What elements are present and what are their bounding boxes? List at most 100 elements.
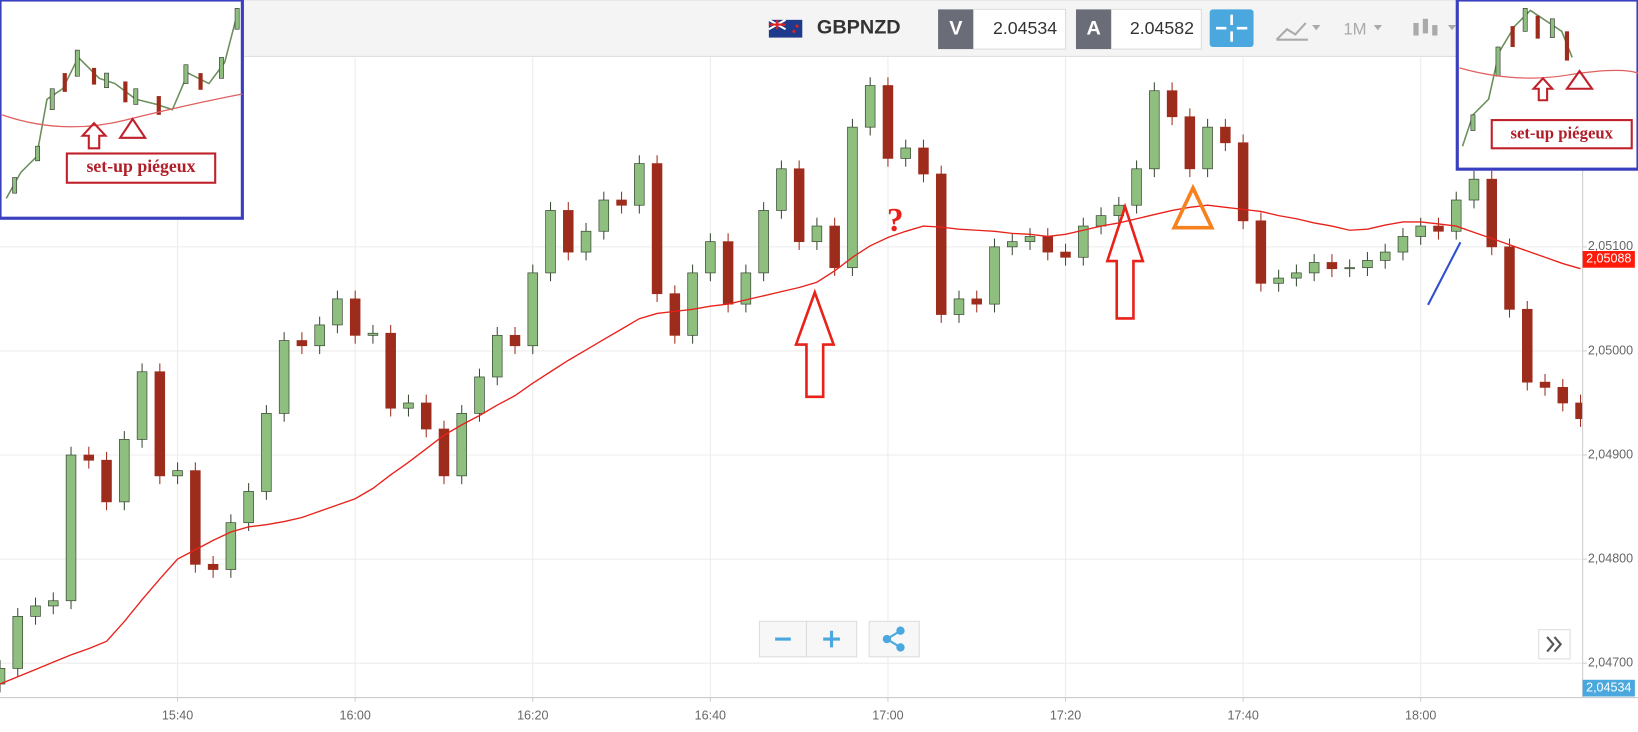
candle-body — [1291, 272, 1302, 279]
x-tick-label: 16:40 — [695, 709, 726, 723]
inset-left: set-up piégeux — [0, 0, 244, 220]
candle-body — [1042, 236, 1054, 253]
candle-body — [1149, 90, 1160, 170]
candle-body — [829, 225, 840, 269]
candle-body — [740, 272, 752, 305]
candle-body — [1273, 277, 1284, 284]
candle-body — [1220, 126, 1231, 144]
candle-body — [811, 225, 823, 243]
y-tick-label: 2,04700 — [1588, 656, 1633, 670]
candle-body — [492, 334, 503, 378]
candle-body — [598, 199, 610, 232]
candle-body — [634, 163, 645, 206]
candle-body — [349, 298, 361, 336]
candle-body — [1397, 236, 1409, 253]
dropdown — [1447, 25, 1457, 31]
candle-body — [172, 470, 183, 477]
candle-body — [509, 334, 521, 347]
bid-box — [973, 8, 1067, 50]
candle-body — [1379, 251, 1391, 261]
candle-body — [989, 246, 1000, 305]
candle-body — [278, 340, 290, 414]
candle-body — [1060, 251, 1071, 258]
candle-body — [1308, 262, 1320, 274]
candle-body — [1237, 142, 1249, 222]
dropdown — [1312, 25, 1321, 31]
candle-body — [12, 615, 24, 669]
candle-body — [1078, 225, 1089, 258]
plot — [0, 77, 1583, 693]
candle-body — [136, 371, 148, 440]
candle-body — [580, 230, 592, 253]
candle-body — [314, 324, 325, 347]
candle-body — [1557, 387, 1569, 404]
candle-body — [207, 563, 219, 570]
candle-body — [83, 454, 95, 461]
candle-body — [651, 163, 663, 295]
candle-body — [705, 241, 716, 274]
x-tick-label: 17:00 — [872, 709, 903, 723]
candle-body — [154, 371, 166, 477]
candle-body — [1024, 236, 1036, 243]
candle-body — [1184, 116, 1196, 170]
x-tick-label: 16:00 — [340, 709, 371, 723]
candle-body — [456, 413, 467, 477]
candle-body — [1415, 225, 1426, 237]
candle-body — [900, 147, 911, 159]
x-tick-label: 17:20 — [1050, 709, 1081, 723]
price-badge-label: 2,04534 — [1586, 680, 1631, 694]
bid-label: V — [949, 17, 963, 39]
y-tick-label: 2,05100 — [1588, 239, 1633, 253]
candle-body — [864, 85, 876, 128]
candle-body — [1255, 220, 1267, 284]
inset-label: set-up piégeux — [1510, 124, 1613, 143]
candle-body — [1202, 126, 1213, 170]
plus-icon — [823, 630, 840, 648]
candle-body — [420, 402, 432, 430]
candle-body — [0, 668, 6, 685]
candle-body — [793, 168, 805, 243]
crosshair-icon — [1215, 14, 1248, 42]
candle-body — [1504, 246, 1515, 310]
candles-icon[interactable] — [1413, 18, 1438, 36]
candle-body — [563, 210, 574, 253]
candle-body — [101, 459, 112, 503]
candle-body — [758, 210, 769, 274]
candle-body — [1486, 178, 1497, 248]
moving-average — [0, 204, 1581, 685]
candle-body — [776, 168, 787, 211]
share[interactable] — [868, 620, 920, 658]
axes: 2,04700 2,04800 2,04900 2,05000 2,05100 15:40… — [162, 239, 1635, 723]
crosshair-button[interactable] — [1209, 9, 1254, 47]
candle-body — [119, 439, 130, 503]
x-tick-label: 17:40 — [1227, 709, 1258, 723]
bid-button[interactable] — [938, 9, 974, 50]
price-badge — [1582, 250, 1635, 268]
candle-body — [367, 332, 379, 336]
candle-body — [1007, 241, 1018, 248]
candle-body — [261, 413, 272, 492]
chevron-icon — [1546, 636, 1563, 653]
ask-button[interactable] — [1075, 9, 1112, 50]
trend-line — [1427, 241, 1462, 306]
question-mark: ? — [887, 202, 904, 239]
candle-body — [935, 173, 947, 315]
candle-body — [403, 402, 414, 409]
candle-body — [847, 126, 858, 269]
candle-body — [474, 376, 485, 414]
candle-body — [332, 298, 343, 326]
candle-body — [953, 298, 965, 315]
y-tick-label: 2,05000 — [1588, 343, 1633, 357]
ask-label: A — [1087, 17, 1101, 39]
candle-body — [385, 332, 396, 409]
timeframe[interactable]: 1M — [1343, 20, 1366, 39]
x-tick-label: 16:20 — [517, 709, 548, 723]
candle-body — [190, 470, 201, 565]
chart-type-icon[interactable] — [1275, 22, 1308, 41]
candle-body — [30, 605, 41, 617]
candle-body — [918, 147, 929, 175]
candle-body — [1166, 90, 1178, 118]
candle-body — [48, 600, 59, 607]
dropdown — [1373, 25, 1383, 31]
price-badge — [1582, 679, 1635, 697]
